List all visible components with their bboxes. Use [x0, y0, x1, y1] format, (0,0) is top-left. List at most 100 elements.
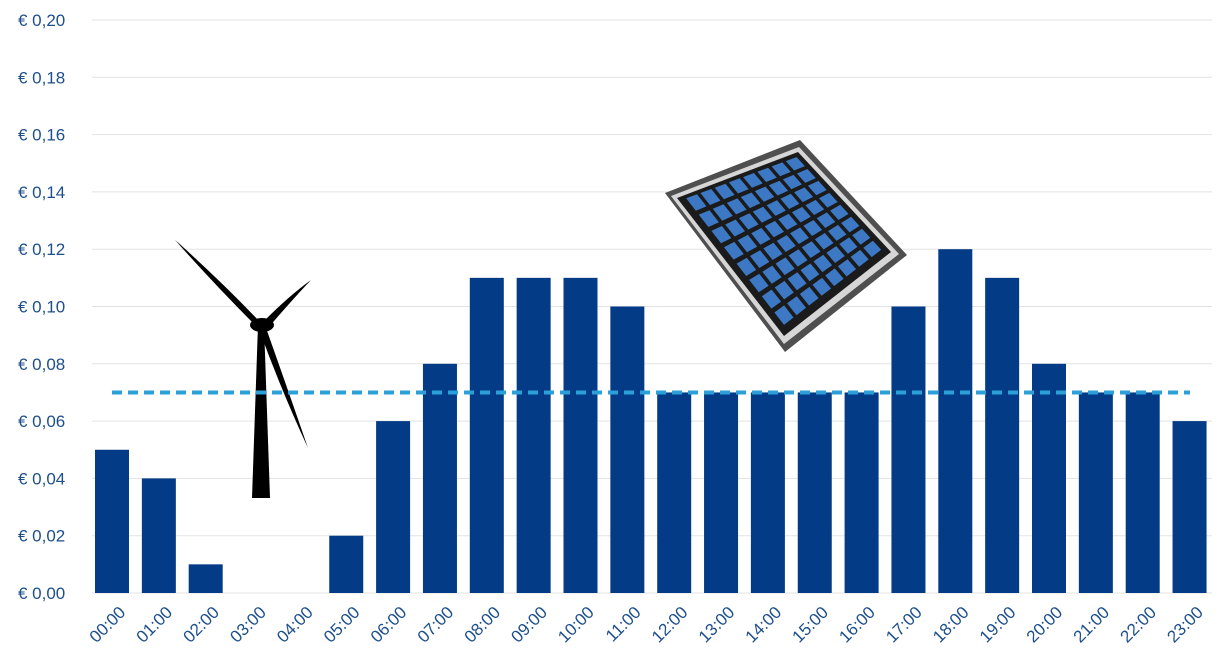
x-tick-label: 17:00 [882, 603, 926, 647]
bar [1032, 363, 1066, 593]
solar-cell [757, 167, 777, 182]
x-tick-label: 04:00 [273, 603, 317, 647]
y-tick-label: € 0,04 [18, 469, 65, 488]
bar [516, 277, 551, 593]
solar-cell [787, 296, 806, 316]
x-tick-label: 13:00 [695, 603, 739, 647]
bar [188, 564, 223, 593]
solar-cell [686, 194, 707, 211]
solar-cell [766, 200, 786, 216]
wind-turbine-icon [175, 240, 311, 498]
solar-cell [752, 206, 773, 223]
x-tick-label: 14:00 [742, 603, 786, 647]
bar [704, 392, 739, 593]
y-tick-label: € 0,12 [18, 240, 65, 259]
solar-cells [686, 157, 882, 325]
bar [141, 478, 176, 593]
bars [95, 249, 1207, 593]
solar-cell [787, 272, 807, 291]
x-tick-label: 15:00 [789, 603, 833, 647]
solar-cell [803, 220, 823, 236]
bar [329, 535, 364, 593]
solar-cell [774, 305, 794, 325]
solar-cell [819, 192, 838, 208]
x-tick-label: 10:00 [554, 603, 598, 647]
solar-cell [739, 213, 759, 230]
bar [750, 392, 785, 593]
solar-cell [698, 210, 719, 227]
solar-cell [863, 240, 882, 258]
x-tick-label: 19:00 [976, 603, 1020, 647]
solar-cell [841, 216, 860, 233]
bar [376, 421, 411, 593]
solar-cell [791, 206, 811, 223]
bar [1172, 421, 1207, 593]
bar [469, 277, 504, 593]
solar-panel-icon [665, 140, 907, 352]
solar-cell [826, 246, 845, 263]
solar-cell [712, 204, 733, 221]
solar-cell [796, 169, 816, 183]
solar-cell [780, 193, 800, 209]
bar [797, 392, 832, 593]
solar-cell [743, 173, 763, 188]
solar-cell [750, 250, 770, 268]
y-tick-label: € 0,14 [18, 183, 65, 202]
bar [985, 277, 1020, 593]
solar-cell [812, 277, 832, 296]
solar-cell [807, 180, 827, 196]
x-tick-label: 06:00 [367, 603, 411, 647]
x-tick-label: 22:00 [1116, 603, 1160, 647]
x-tick-label: 08:00 [461, 603, 505, 647]
solar-cell [814, 233, 834, 250]
bar [422, 363, 457, 593]
solar-cell [837, 259, 857, 277]
bar [563, 277, 598, 593]
solar-cell [763, 242, 783, 260]
solar-cell [852, 228, 871, 245]
solar-cell [782, 174, 802, 190]
bar [1125, 392, 1160, 593]
solar-cell [764, 220, 784, 238]
solar-cell [740, 192, 761, 209]
solar-cell [749, 273, 769, 293]
bar [891, 306, 926, 593]
x-tick-label: 03:00 [226, 603, 270, 647]
solar-cell [774, 280, 794, 300]
x-tick-label: 23:00 [1163, 603, 1207, 647]
solar-cell [788, 249, 808, 267]
solar-cell [761, 289, 782, 309]
y-tick-label: € 0,00 [18, 584, 65, 603]
y-tick-label: € 0,10 [18, 298, 65, 317]
solar-cell [816, 212, 836, 228]
bar [844, 392, 879, 593]
x-tick-label: 07:00 [414, 603, 458, 647]
solar-cell [801, 241, 821, 258]
bar [1078, 392, 1113, 593]
solar-cell [754, 186, 775, 202]
x-tick-label: 12:00 [648, 603, 692, 647]
solar-cell [828, 224, 847, 241]
x-tick-label: 18:00 [929, 603, 973, 647]
solar-cell [724, 241, 744, 260]
solar-cell [751, 227, 771, 245]
y-tick-label: € 0,02 [18, 527, 65, 546]
y-axis-tick-labels: € 0,00 € 0,02 € 0,04 € 0,06 € 0,08 € 0,10 € 0,… [18, 11, 65, 603]
solar-cell [726, 198, 747, 215]
x-tick-label: 11:00 [602, 603, 645, 646]
solar-cell [771, 162, 791, 177]
solar-cell [805, 199, 825, 215]
solar-cell [785, 157, 805, 171]
x-tick-label: 02:00 [179, 603, 223, 647]
solar-cell [725, 219, 745, 237]
solar-cell [850, 249, 869, 267]
x-tick-label: 09:00 [507, 603, 551, 647]
solar-cell [728, 178, 749, 194]
bar [95, 449, 129, 593]
solar-cell [736, 257, 757, 276]
solar-cell [813, 254, 833, 273]
x-tick-label: 21:00 [1070, 603, 1114, 647]
bar [610, 306, 645, 593]
solar-cell [768, 180, 789, 196]
